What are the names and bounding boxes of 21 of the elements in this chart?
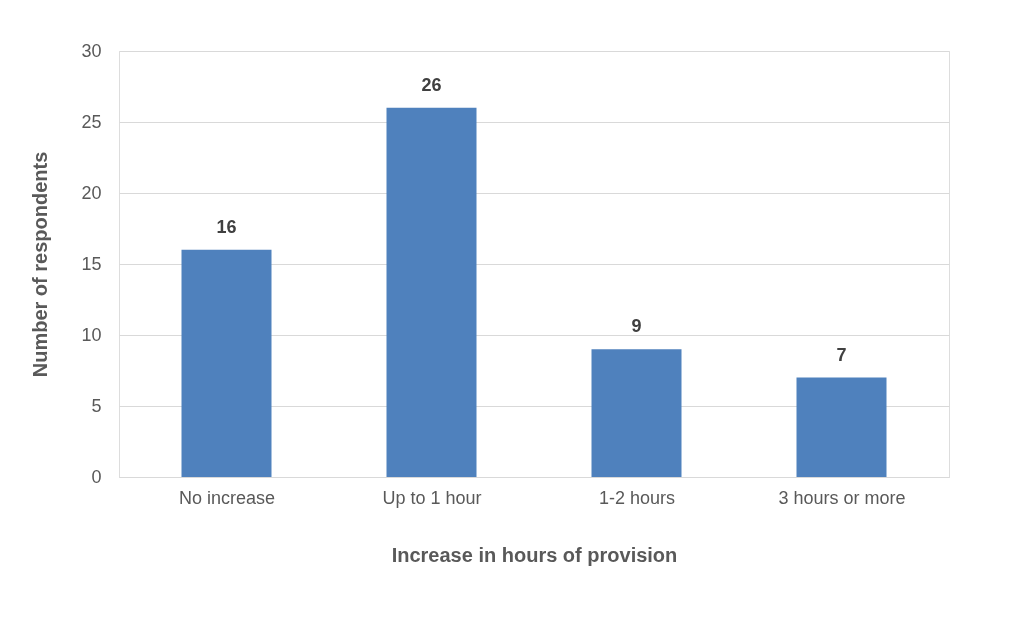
x-tick-label: No increase: [178, 487, 276, 508]
data-label: 16: [216, 216, 237, 237]
bar: [181, 249, 272, 477]
x-tick-label: 3 hours or more: [778, 487, 906, 508]
bar: [796, 377, 887, 477]
y-tick-label: 5: [91, 395, 102, 416]
data-label: 9: [631, 316, 642, 337]
data-label: 7: [836, 344, 847, 365]
bar: [386, 107, 477, 477]
y-tick-label: 20: [81, 182, 102, 203]
x-axis-title: Increase in hours of provision: [391, 543, 678, 566]
x-tick-label: 1-2 hours: [598, 487, 676, 508]
bar: [591, 349, 682, 477]
data-label: 26: [421, 74, 442, 95]
y-tick-label: 15: [81, 253, 102, 274]
y-tick-label: 25: [81, 111, 102, 132]
x-tick-label: Up to 1 hour: [382, 487, 482, 508]
y-tick-label: 0: [91, 466, 102, 487]
y-axis-title: Number of respondents: [29, 151, 52, 378]
y-tick-label: 10: [81, 324, 102, 345]
y-tick-label: 30: [81, 40, 102, 61]
